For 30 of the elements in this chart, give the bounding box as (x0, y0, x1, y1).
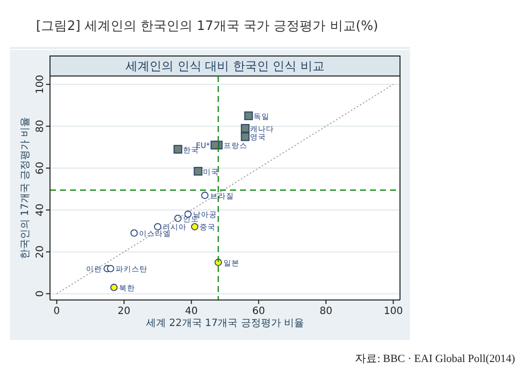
point (191, 223, 198, 230)
y-tick-label: 80 (35, 120, 46, 133)
x-tick-label: 60 (252, 306, 266, 317)
chart-subtitle: 세계인의 인식 대비 한국인 인식 비교 (125, 59, 325, 73)
text: 자료: BBC · EAI Global Poll(2014) (355, 353, 516, 365)
point (106, 264, 114, 272)
y-tick-label: 60 (35, 162, 46, 174)
point (154, 223, 162, 230)
point (201, 192, 208, 199)
point (174, 214, 182, 222)
x-tick-label: 20 (118, 306, 130, 317)
y-tick-label: 20 (35, 245, 46, 258)
point (240, 124, 250, 133)
x-tick-label: 100 (384, 306, 403, 317)
x-tick-label: 80 (320, 306, 332, 317)
y-tick-label: 40 (35, 204, 46, 216)
point (210, 140, 220, 150)
point (110, 284, 118, 292)
x-axis-title: 세계 22개국 17개국 긍정평가 비율 (146, 318, 304, 329)
x-tick-label: 0 (54, 306, 60, 317)
point (130, 229, 138, 237)
point (174, 144, 182, 154)
chart-title: [그림2] 세계인의 한국인의 17개국 국가 긍정평가 비교(%) (36, 19, 378, 34)
y-tick-label: 0 (35, 290, 46, 297)
point (244, 111, 253, 120)
point (240, 132, 250, 142)
x-tick-label: 40 (184, 306, 198, 317)
point (194, 166, 202, 176)
y-tick-label: 100 (35, 74, 46, 94)
y-axis-title: 한국인의 17개국 긍정평가 비율 (20, 116, 31, 260)
